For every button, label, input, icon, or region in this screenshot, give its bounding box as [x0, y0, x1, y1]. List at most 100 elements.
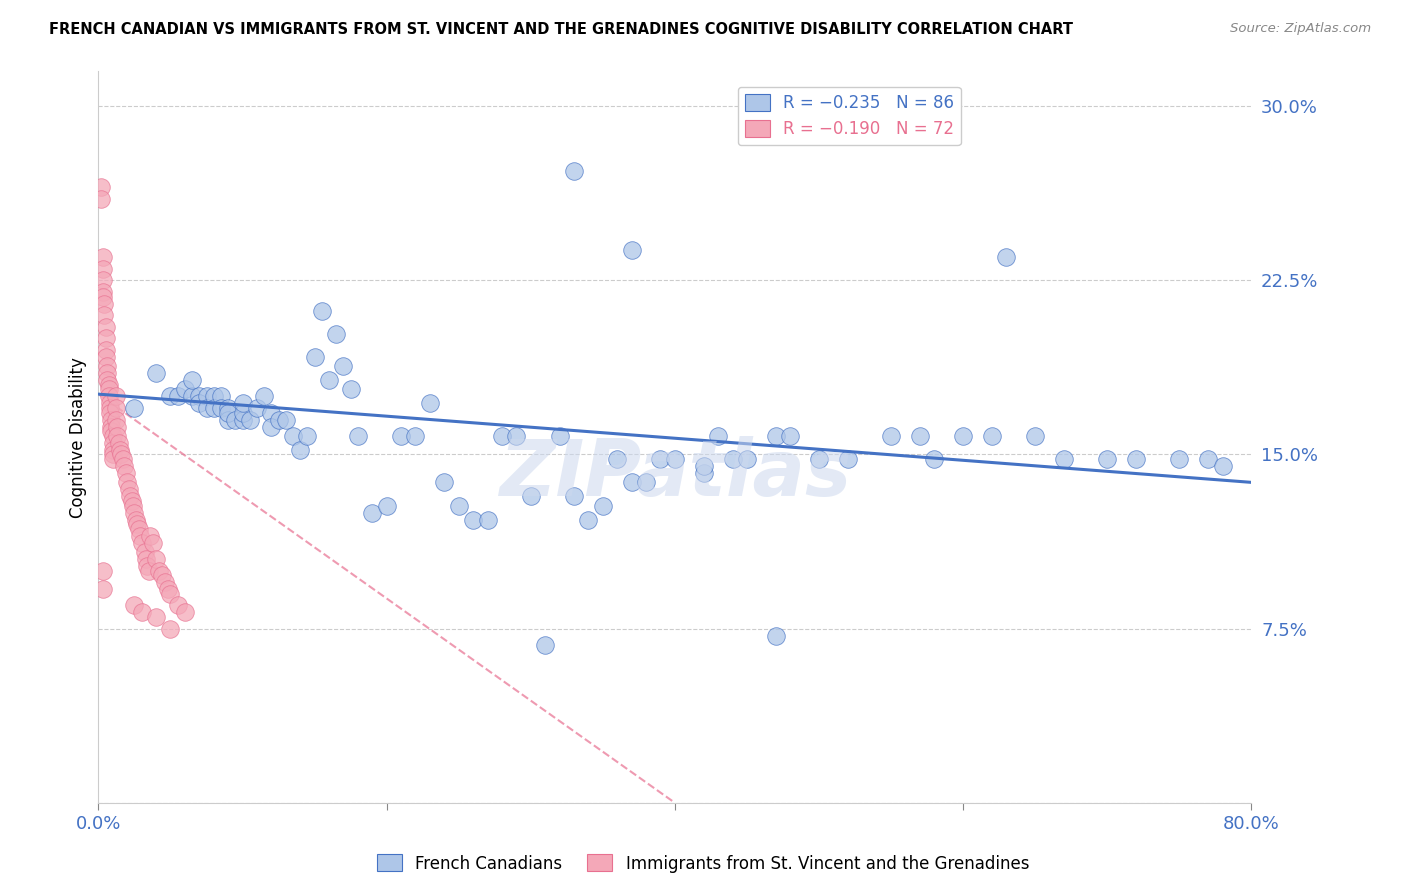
Point [121, 494, 143, 508]
Point [124, 401, 146, 415]
Point [129, 529, 152, 543]
Point [101, 452, 124, 467]
Point [96, 359, 118, 374]
Point [1125, 452, 1147, 467]
Point [124, 506, 146, 520]
Point [311, 303, 333, 318]
Point [174, 606, 197, 620]
Point [765, 429, 787, 443]
Point [125, 512, 148, 526]
Point [101, 436, 124, 450]
Point [224, 412, 246, 426]
Point [136, 558, 159, 573]
Point [765, 629, 787, 643]
Legend: French Canadians, Immigrants from St. Vincent and the Grenadines: French Canadians, Immigrants from St. Vi… [370, 847, 1036, 880]
Point [181, 373, 204, 387]
Point [101, 442, 124, 457]
Point [1053, 452, 1076, 467]
Point [166, 389, 188, 403]
Point [101, 448, 124, 462]
Point [281, 429, 304, 443]
Point [96, 373, 118, 387]
Point [166, 599, 188, 613]
Point [135, 552, 157, 566]
Point [91, 273, 114, 287]
Point [150, 568, 173, 582]
Point [880, 429, 903, 443]
Point [174, 383, 197, 397]
Point [159, 622, 181, 636]
Point [636, 475, 658, 490]
Point [995, 250, 1018, 264]
Point [1168, 452, 1191, 467]
Point [202, 389, 225, 403]
Point [101, 429, 124, 443]
Point [104, 389, 127, 403]
Point [389, 429, 412, 443]
Point [98, 396, 121, 410]
Text: Source: ZipAtlas.com: Source: ZipAtlas.com [1230, 22, 1371, 36]
Point [91, 250, 114, 264]
Point [477, 512, 499, 526]
Point [97, 377, 120, 392]
Point [461, 512, 484, 526]
Point [128, 522, 150, 536]
Point [91, 564, 114, 578]
Point [578, 512, 600, 526]
Point [145, 610, 167, 624]
Point [145, 366, 167, 380]
Point [124, 599, 146, 613]
Point [304, 350, 326, 364]
Point [318, 373, 340, 387]
Point [339, 383, 361, 397]
Point [100, 424, 122, 438]
Point [209, 401, 232, 415]
Point [433, 475, 456, 490]
Point [361, 506, 384, 520]
Point [534, 638, 557, 652]
Point [97, 383, 120, 397]
Point [100, 412, 122, 426]
Point [1097, 452, 1119, 467]
Point [105, 419, 128, 434]
Point [209, 389, 232, 403]
Point [267, 412, 290, 426]
Point [231, 396, 254, 410]
Point [104, 412, 127, 426]
Point [231, 412, 254, 426]
Point [94, 343, 117, 357]
Point [91, 261, 114, 276]
Point [148, 564, 170, 578]
Point [721, 452, 744, 467]
Point [908, 429, 931, 443]
Point [138, 564, 160, 578]
Point [202, 401, 225, 415]
Point [142, 535, 165, 549]
Point [924, 452, 946, 467]
Point [1212, 459, 1234, 474]
Text: FRENCH CANADIAN VS IMMIGRANTS FROM ST. VINCENT AND THE GRENADINES COGNITIVE DISA: FRENCH CANADIAN VS IMMIGRANTS FROM ST. V… [49, 22, 1073, 37]
Point [620, 243, 643, 257]
Point [91, 285, 114, 299]
Point [159, 389, 181, 403]
Point [779, 429, 801, 443]
Point [105, 429, 128, 443]
Point [231, 406, 254, 420]
Point [520, 489, 543, 503]
Point [91, 290, 114, 304]
Point [122, 499, 145, 513]
Point [1197, 452, 1219, 467]
Point [260, 406, 283, 420]
Point [98, 406, 121, 420]
Point [548, 429, 571, 443]
Point [246, 401, 269, 415]
Point [90, 192, 112, 206]
Point [94, 331, 117, 345]
Point [111, 452, 134, 467]
Point [297, 429, 319, 443]
Point [290, 442, 312, 457]
Point [100, 419, 122, 434]
Point [97, 389, 120, 403]
Point [195, 389, 218, 403]
Point [592, 499, 614, 513]
